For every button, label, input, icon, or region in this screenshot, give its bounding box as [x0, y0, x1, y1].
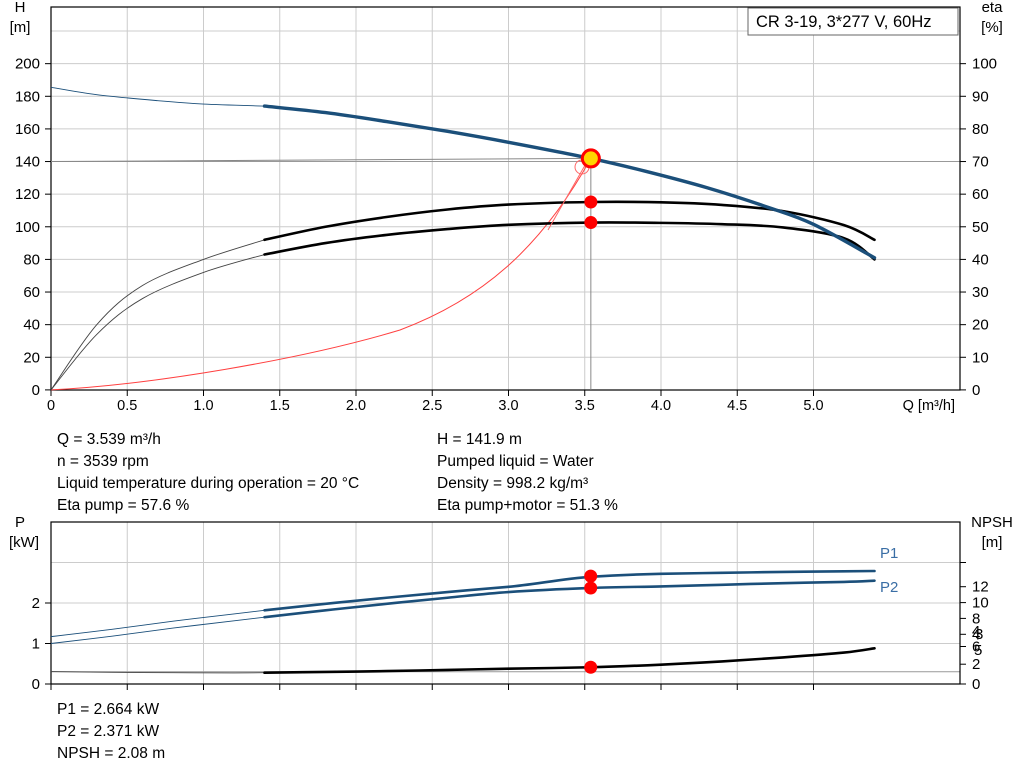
- svg-text:CR 3-19, 3*277 V, 60Hz: CR 3-19, 3*277 V, 60Hz: [756, 13, 932, 31]
- svg-text:0: 0: [972, 676, 980, 693]
- svg-text:0: 0: [32, 382, 40, 399]
- svg-text:0: 0: [972, 382, 980, 399]
- svg-text:0.5: 0.5: [117, 398, 137, 414]
- svg-text:120: 120: [15, 186, 40, 203]
- svg-text:Pumped liquid = Water: Pumped liquid = Water: [437, 453, 594, 470]
- svg-text:200: 200: [15, 56, 40, 73]
- svg-text:80: 80: [972, 121, 989, 138]
- svg-text:H: H: [15, 0, 26, 16]
- svg-text:12: 12: [972, 579, 989, 596]
- svg-text:100: 100: [15, 219, 40, 236]
- svg-text:140: 140: [15, 154, 40, 171]
- svg-text:Eta pump = 57.6 %: Eta pump = 57.6 %: [57, 497, 189, 514]
- svg-text:180: 180: [15, 88, 40, 105]
- svg-text:90: 90: [972, 88, 989, 105]
- svg-text:[m]: [m]: [10, 19, 31, 36]
- svg-text:70: 70: [972, 154, 989, 171]
- svg-text:NPSH = 2.08 m: NPSH = 2.08 m: [57, 745, 165, 762]
- svg-text:0: 0: [32, 676, 40, 693]
- svg-text:5.0: 5.0: [803, 398, 823, 414]
- svg-text:0: 0: [47, 398, 55, 414]
- svg-text:Density = 998.2 kg/m³: Density = 998.2 kg/m³: [437, 475, 588, 492]
- svg-text:80: 80: [23, 251, 40, 268]
- svg-text:30: 30: [972, 284, 989, 301]
- svg-text:160: 160: [15, 121, 40, 138]
- svg-text:3.5: 3.5: [575, 398, 595, 414]
- svg-text:60: 60: [23, 284, 40, 301]
- svg-text:[m]: [m]: [982, 534, 1003, 551]
- svg-text:Q = 3.539 m³/h: Q = 3.539 m³/h: [57, 431, 161, 448]
- svg-text:NPSH: NPSH: [971, 514, 1013, 531]
- svg-text:n = 3539 rpm: n = 3539 rpm: [57, 453, 149, 470]
- svg-text:2: 2: [32, 595, 40, 612]
- svg-text:50: 50: [972, 219, 989, 236]
- svg-text:5: 5: [974, 642, 982, 659]
- svg-text:1.5: 1.5: [270, 398, 290, 414]
- svg-text:P1: P1: [880, 545, 898, 562]
- svg-text:10: 10: [972, 349, 989, 366]
- svg-text:3.0: 3.0: [498, 398, 518, 414]
- svg-text:[kW]: [kW]: [9, 534, 39, 551]
- svg-text:60: 60: [972, 186, 989, 203]
- svg-text:2.5: 2.5: [422, 398, 442, 414]
- svg-text:P1 = 2.664 kW: P1 = 2.664 kW: [57, 701, 159, 718]
- svg-text:eta: eta: [982, 0, 1004, 16]
- svg-text:P2 = 2.371 kW: P2 = 2.371 kW: [57, 723, 159, 740]
- svg-text:40: 40: [972, 251, 989, 268]
- svg-text:10: 10: [972, 595, 989, 612]
- svg-text:2.0: 2.0: [346, 398, 366, 414]
- svg-text:Liquid temperature during oper: Liquid temperature during operation = 20…: [57, 475, 359, 492]
- svg-text:P2: P2: [880, 579, 898, 596]
- svg-text:H = 141.9 m: H = 141.9 m: [437, 431, 522, 448]
- svg-text:4.0: 4.0: [651, 398, 671, 414]
- svg-text:Eta pump+motor = 51.3 %: Eta pump+motor = 51.3 %: [437, 497, 618, 514]
- svg-text:[%]: [%]: [981, 19, 1003, 36]
- svg-text:1: 1: [32, 636, 40, 653]
- svg-text:40: 40: [23, 317, 40, 334]
- svg-text:1.0: 1.0: [193, 398, 213, 414]
- svg-text:100: 100: [972, 56, 997, 73]
- svg-text:P: P: [15, 514, 25, 531]
- svg-text:20: 20: [23, 349, 40, 366]
- svg-text:4.5: 4.5: [727, 398, 747, 414]
- svg-text:20: 20: [972, 317, 989, 334]
- svg-text:Q [m³/h]: Q [m³/h]: [903, 398, 955, 414]
- svg-text:3: 3: [975, 626, 983, 643]
